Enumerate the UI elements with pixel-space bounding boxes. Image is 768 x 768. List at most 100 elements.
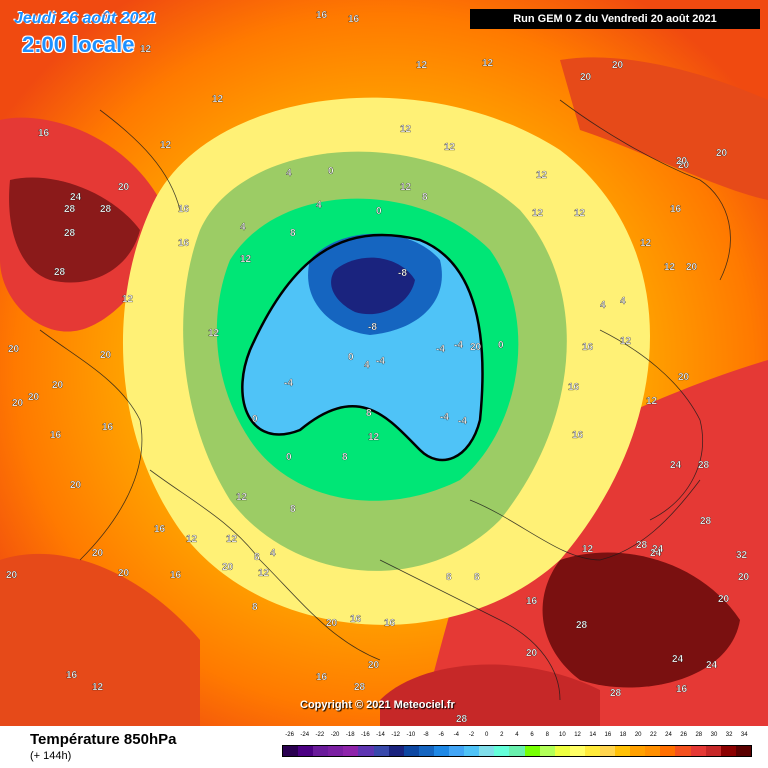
contour-label: 4 [270,548,276,559]
scale-label: -18 [345,732,355,738]
contour-label: 0 [252,414,258,425]
contour-label: 12 [536,170,548,181]
contour-label: 8 [290,228,296,239]
hot-region-siberia-east [560,57,768,200]
scale-label: 12 [574,732,581,738]
contour-label: 20 [686,262,698,273]
contour-label: 12 [226,534,238,545]
contour-label: 12 [258,568,270,579]
scale-swatch [328,746,344,756]
scale-swatch [313,746,329,756]
contour-label: 28 [54,267,66,278]
contour-label: 24 [672,654,684,665]
scale-swatch [479,746,495,756]
contour-label: 20 [738,572,750,583]
scale-swatch [298,746,314,756]
contour-label: 16 [582,342,594,353]
contour-label: 28 [456,714,468,725]
contour-label: 8 [254,552,260,563]
scale-swatch [690,746,706,756]
scale-swatch [464,746,480,756]
scale-label: -24 [300,732,310,738]
color-scale-labels: -26 -24 -22 -20 -18 -16 -14 -12 -10 -8 -6 -4 -2 0 2 4 6 8… [282,732,752,744]
contour-label: 16 [170,570,182,581]
contour-label: 20 [6,570,18,581]
contour-label: 20 [118,182,130,193]
color-scale-bar [282,745,752,757]
contour-label: 20 [368,660,380,671]
contour-label: 24 [652,544,664,555]
contour-label: 20 [470,342,482,353]
contour-label: 20 [580,72,592,83]
contour-label: 28 [354,682,366,693]
variable-title: Température 850hPa [30,731,177,748]
scale-label: 6 [530,732,534,738]
contour-label: 16 [102,422,114,433]
contour-label: 12 [444,142,456,153]
arctic-core [331,257,415,315]
scale-swatch [403,746,419,756]
contour-label: 4 [620,296,626,307]
contour-label: 32 [736,550,748,561]
contour-label: 4 [600,300,606,311]
contour-label: 16 [350,614,362,625]
contour-label: 16 [38,128,50,139]
contour-label: 28 [700,516,712,527]
scale-swatch [449,746,465,756]
contour-label: 12 [400,124,412,135]
contour-label: 16 [670,204,682,215]
contour-label: 28 [636,540,648,551]
scale-label: 30 [710,732,718,738]
zero-isotherm [241,233,484,462]
contour-label: 16 [66,670,78,681]
footer-bar: Température 850hPa (+ 144h) -26 -24 -22 -20… [0,726,768,768]
contour-label: -4 [454,340,463,351]
very-hot-region-north-america [9,177,141,283]
scale-label: -20 [330,732,340,738]
contour-label: 16 [316,672,328,683]
scale-label: 4 [515,732,519,738]
contour-label: 4 [316,200,322,211]
scale-label: 14 [589,732,597,738]
contour-label: 20 [8,344,20,355]
scale-swatch [373,746,389,756]
contour-label: 16 [178,238,190,249]
contour-label: 28 [64,228,76,239]
scale-label: -4 [453,732,459,738]
copyright-notice: Copyright © 2021 Meteociel.fr [300,699,455,711]
contour-label: 8 [422,192,428,203]
contour-label: 0 [348,352,354,363]
contour-label: 12 [240,254,252,265]
scale-label: -2 [468,732,475,738]
contour-label: 16 [178,204,190,215]
scale-swatch [539,746,555,756]
contour-label: 12 [236,492,248,503]
contour-label: 16 [526,596,538,607]
contour-label: 20 [716,148,728,159]
contour-label: 20 [222,562,234,573]
contour-label: -8 [398,268,407,279]
scale-swatch [599,746,616,756]
contour-label: 16 [154,524,166,535]
scale-swatch [615,746,631,756]
scale-label: -6 [438,732,444,738]
contour-label: 12 [640,238,652,249]
scale-swatch [630,746,646,756]
scale-label: -26 [285,732,294,738]
scale-label: -22 [315,732,325,738]
scale-swatch [388,746,404,756]
contour-label: 8 [342,452,348,463]
hot-region-pacific [0,553,200,726]
contour-label: 24 [70,192,82,203]
coastlines [39,99,731,701]
contour-label: 12 [92,682,104,693]
scale-label: 22 [649,732,657,738]
contour-label: 16 [676,684,688,695]
contour-label: 16 [572,430,584,441]
scale-swatch [735,746,751,756]
contour-label: 4 [364,360,370,371]
forecast-local-time: 2:00 locale [22,32,135,57]
hot-region-africa [380,664,600,726]
contour-label: -4 [376,356,385,367]
temperature-map: 16 16 16 12 12 20 20 24 28 28 28 28 20 2… [0,0,768,726]
